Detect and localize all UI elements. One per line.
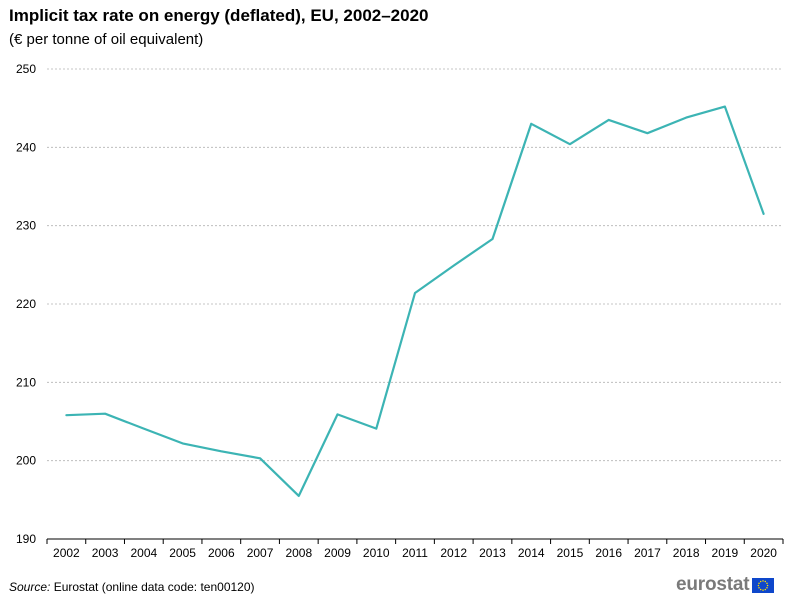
x-tick-label-2009: 2009 — [324, 546, 351, 560]
eu-flag-star — [758, 581, 761, 584]
chart-subtitle: (€ per tonne of oil equivalent) — [9, 31, 204, 48]
x-tick-label-2008: 2008 — [285, 546, 312, 560]
x-tick-label-2010: 2010 — [363, 546, 390, 560]
x-tick-label-2018: 2018 — [673, 546, 700, 560]
x-tick-label-2007: 2007 — [247, 546, 274, 560]
line-chart: 190 200 210 220 230 240 250 2002 2003 2004 2005 200… — [16, 62, 784, 560]
x-tick-label-2020: 2020 — [750, 546, 777, 560]
eurostat-logo-text: eurostat — [676, 574, 750, 595]
eu-flag-star — [766, 581, 769, 584]
y-tick-label-190: 190 — [16, 532, 36, 546]
y-tick-label-200: 200 — [16, 454, 36, 468]
eu-flag-star — [760, 580, 762, 582]
eu-flag-star — [758, 584, 760, 586]
y-tick-label-230: 230 — [16, 219, 36, 233]
eu-flag-star — [767, 584, 769, 586]
eu-flag-star — [760, 588, 762, 590]
x-tick-label-2006: 2006 — [208, 546, 235, 560]
y-tick-label-250: 250 — [16, 62, 36, 76]
series-line-0 — [65, 105, 765, 497]
x-tick-label-2002: 2002 — [53, 546, 80, 560]
x-tick-label-2013: 2013 — [479, 546, 506, 560]
y-tick-label-240: 240 — [16, 140, 36, 154]
source-text: Eurostat (online data code: ten00120) — [53, 580, 255, 594]
x-tick-label-2017: 2017 — [634, 546, 661, 560]
y-tick-label-220: 220 — [16, 297, 36, 311]
eu-flag-star — [758, 586, 761, 589]
eu-flag-star — [762, 588, 765, 591]
x-tick-label-2011: 2011 — [402, 546, 428, 560]
x-tick-label-2005: 2005 — [169, 546, 196, 560]
x-tick-label-2012: 2012 — [440, 546, 467, 560]
x-tick-label-2016: 2016 — [595, 546, 622, 560]
x-tick-label-2004: 2004 — [130, 546, 157, 560]
x-tick-label-2003: 2003 — [92, 546, 119, 560]
eu-flag-star — [764, 580, 767, 582]
source-label: Source: — [9, 580, 51, 594]
x-tick-label-2014: 2014 — [518, 546, 545, 560]
eu-flag-star — [766, 586, 769, 589]
source-note: Source: Eurostat (online data code: ten0… — [9, 580, 255, 594]
eu-flag-star — [764, 588, 767, 590]
y-tick-label-210: 210 — [16, 375, 36, 389]
x-tick-label-2019: 2019 — [712, 546, 739, 560]
x-tick-label-2015: 2015 — [557, 546, 584, 560]
eu-flag-icon — [752, 577, 775, 593]
eu-flag-star — [762, 579, 765, 582]
eurostat-logo: eurostat — [676, 574, 775, 595]
chart-title: Implicit tax rate on energy (deflated), … — [9, 6, 429, 25]
